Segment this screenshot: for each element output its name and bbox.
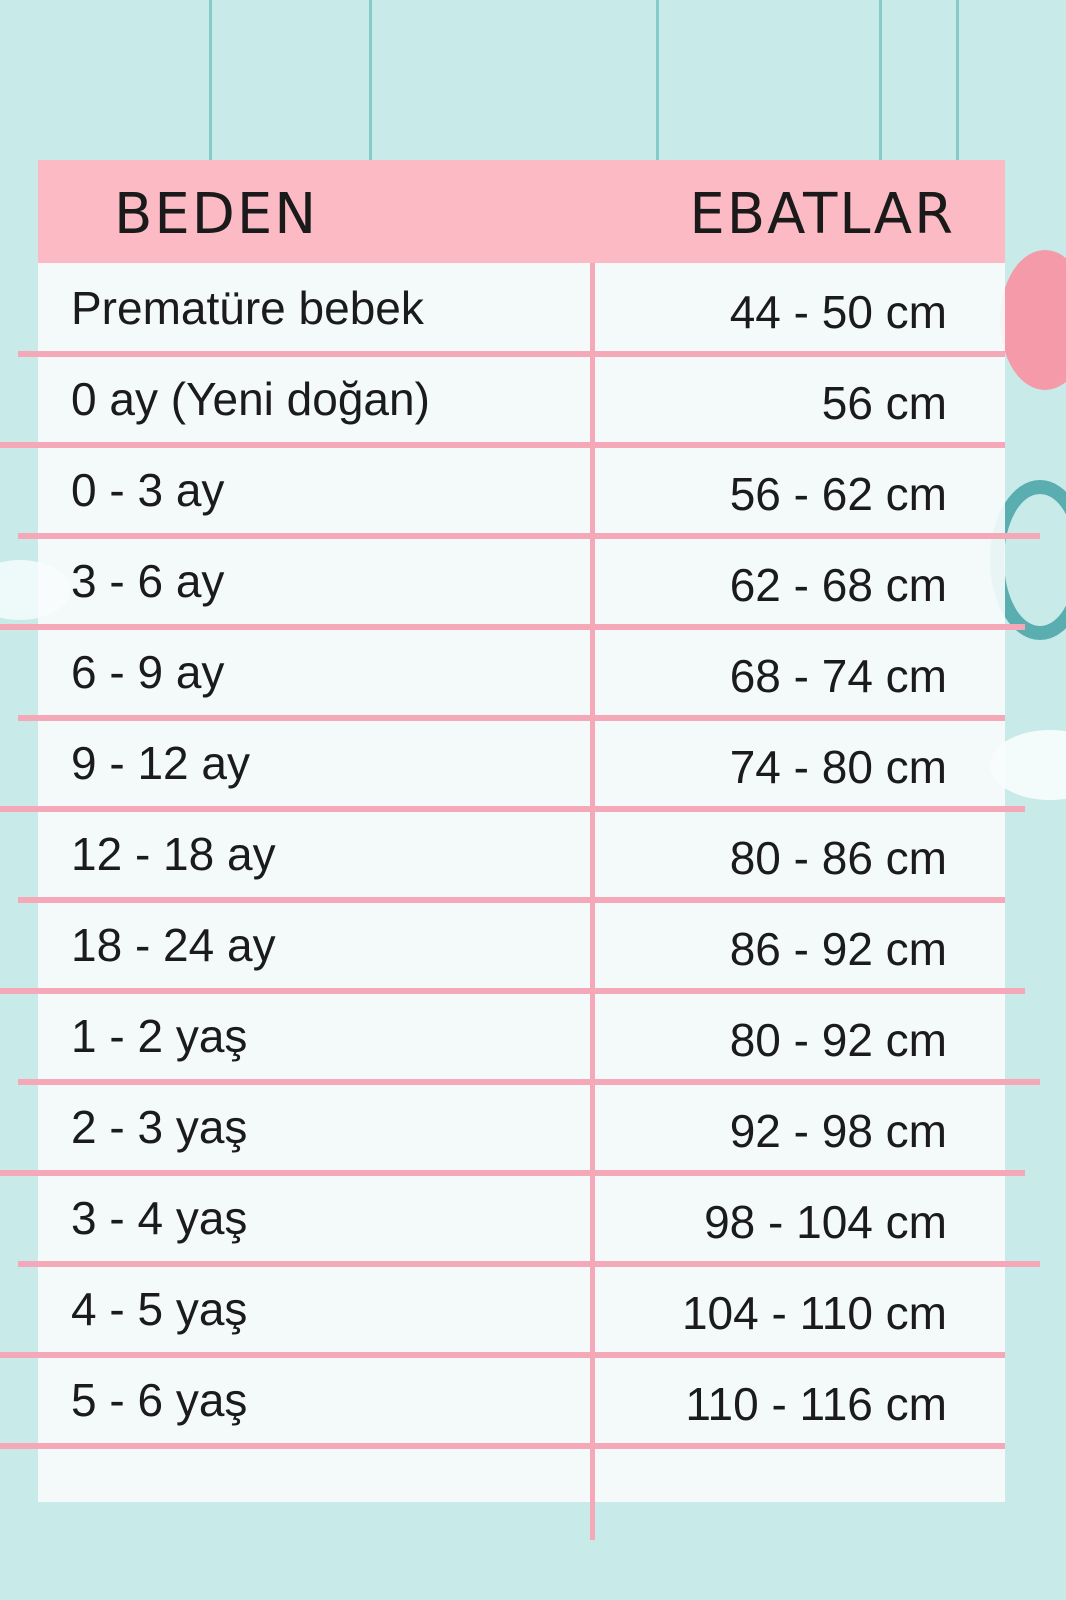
size-cell: 4 - 5 yaş [71, 1283, 248, 1335]
measure-cell: 68 - 74 cm [729, 650, 947, 702]
hanging-string [369, 0, 372, 160]
row-divider [18, 715, 1005, 721]
measure-cell: 92 - 98 cm [729, 1105, 947, 1157]
table-row: Prematüre bebek 44 - 50 cm [38, 263, 1005, 354]
measure-cell: 98 - 104 cm [704, 1196, 947, 1248]
row-divider [18, 1079, 1040, 1085]
measure-cell: 104 - 110 cm [681, 1287, 947, 1339]
size-cell: 3 - 4 yaş [71, 1192, 248, 1244]
hanging-string [956, 0, 959, 160]
size-cell: 3 - 6 ay [71, 555, 225, 607]
table-row: 2 - 3 yaş 92 - 98 cm [38, 1082, 1005, 1173]
measure-cell: 110 - 116 cm [685, 1378, 947, 1430]
decorative-balloon [1000, 250, 1066, 390]
size-cell: 0 - 3 ay [71, 464, 225, 516]
size-cell: 12 - 18 ay [71, 828, 276, 880]
table-row: 5 - 6 yaş 110 - 116 cm [38, 1355, 1005, 1446]
table-row: 1 - 2 yaş 80 - 92 cm [38, 991, 1005, 1082]
measure-cell: 62 - 68 cm [729, 559, 947, 611]
row-divider [0, 1170, 1025, 1176]
size-cell: 6 - 9 ay [71, 646, 225, 698]
row-divider [0, 624, 1025, 630]
measure-cell: 56 cm [821, 377, 947, 429]
header-size: BEDEN [114, 182, 319, 247]
measure-cell: 86 - 92 cm [729, 923, 947, 975]
size-cell: Prematüre bebek [71, 282, 424, 334]
row-divider [18, 533, 1040, 539]
measure-cell: 44 - 50 cm [729, 286, 947, 338]
row-divider [18, 351, 1005, 357]
row-divider [0, 806, 1025, 812]
measure-cell: 56 - 62 cm [729, 468, 947, 520]
row-divider [0, 1352, 1005, 1358]
table-header: BEDEN EBATLAR [38, 160, 1005, 263]
row-divider [0, 988, 1025, 994]
table-row: 3 - 6 ay 62 - 68 cm [38, 536, 1005, 627]
measure-cell: 80 - 86 cm [729, 832, 947, 884]
size-cell: 1 - 2 yaş [71, 1010, 248, 1062]
size-chart-card [38, 160, 1005, 1502]
size-cell: 18 - 24 ay [71, 919, 276, 971]
table-row: 4 - 5 yaş 104 - 110 cm [38, 1264, 1005, 1355]
table-row: 0 - 3 ay 56 - 62 cm [38, 445, 1005, 536]
table-row: 3 - 4 yaş 98 - 104 cm [38, 1173, 1005, 1264]
row-divider [0, 442, 1005, 448]
table-row: 9 - 12 ay 74 - 80 cm [38, 718, 1005, 809]
size-cell: 0 ay (Yeni doğan) [71, 373, 430, 425]
row-divider [0, 1443, 1005, 1449]
hanging-string [209, 0, 212, 160]
table-row: 6 - 9 ay 68 - 74 cm [38, 627, 1005, 718]
measure-cell: 80 - 92 cm [729, 1014, 947, 1066]
row-divider [18, 897, 1005, 903]
row-divider [18, 1261, 1040, 1267]
measure-cell: 74 - 80 cm [729, 741, 947, 793]
table-row: 18 - 24 ay 86 - 92 cm [38, 900, 1005, 991]
hanging-string [879, 0, 882, 160]
size-cell: 5 - 6 yaş [71, 1374, 248, 1426]
header-measure: EBATLAR [689, 182, 955, 247]
hanging-string [656, 0, 659, 160]
size-cell: 2 - 3 yaş [71, 1101, 248, 1153]
table-row: 0 ay (Yeni doğan) 56 cm [38, 354, 1005, 445]
size-cell: 9 - 12 ay [71, 737, 250, 789]
table-row: 12 - 18 ay 80 - 86 cm [38, 809, 1005, 900]
